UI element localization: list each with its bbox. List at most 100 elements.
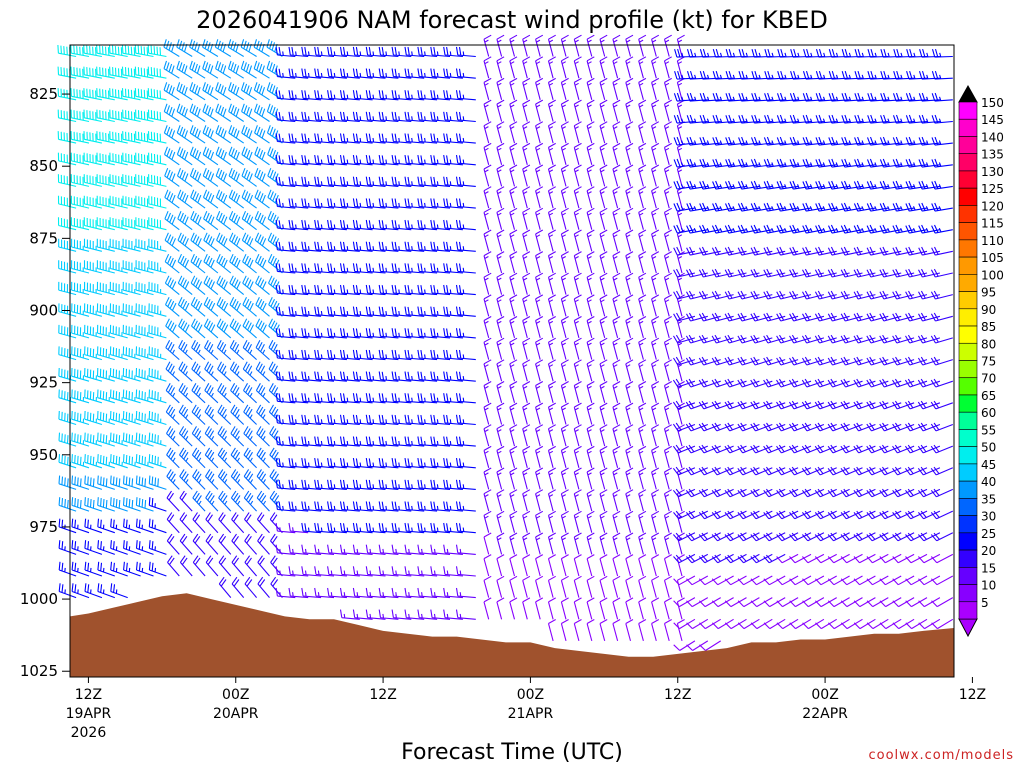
wind-barb bbox=[676, 34, 685, 57]
y-axis: 825 850 875 900 925 950 975 1000 1025 bbox=[20, 85, 70, 680]
wind-barb bbox=[417, 306, 438, 317]
wind-barb bbox=[339, 328, 360, 339]
wind-barb bbox=[483, 532, 492, 555]
wind-barb bbox=[801, 400, 825, 410]
wind-barb bbox=[314, 436, 335, 447]
wind-barb bbox=[676, 619, 685, 642]
wind-barb bbox=[352, 111, 373, 123]
wind-barb bbox=[179, 490, 193, 512]
wind-barb bbox=[699, 202, 721, 212]
wind-barb bbox=[663, 251, 672, 274]
wind-barb bbox=[496, 597, 505, 620]
wind-barb bbox=[121, 44, 141, 58]
wind-barb bbox=[177, 189, 193, 209]
wind-barb bbox=[122, 432, 141, 447]
wind-barb bbox=[586, 597, 595, 620]
wind-barb bbox=[430, 241, 451, 252]
colorbar-swatch bbox=[958, 291, 978, 310]
wind-barb bbox=[651, 337, 660, 360]
wind-barb bbox=[699, 92, 721, 102]
wind-barb bbox=[110, 475, 128, 490]
wind-barb bbox=[814, 532, 837, 542]
wind-barb bbox=[853, 224, 876, 234]
wind-barb bbox=[547, 424, 556, 447]
wind-barb bbox=[301, 587, 322, 599]
wind-barb bbox=[930, 356, 953, 366]
wind-barb bbox=[167, 555, 180, 577]
wind-barb bbox=[83, 131, 103, 144]
wind-barb bbox=[96, 152, 115, 166]
wind-barb bbox=[163, 82, 180, 101]
wind-barb bbox=[205, 533, 219, 555]
wind-barb bbox=[750, 224, 773, 234]
wind-barb bbox=[57, 217, 77, 231]
wind-barb bbox=[255, 275, 270, 296]
wind-barb bbox=[673, 180, 695, 190]
wind-barb bbox=[267, 210, 283, 231]
wind-barb bbox=[288, 458, 309, 469]
x-tick: 12Z bbox=[664, 677, 691, 703]
wind-barb bbox=[651, 142, 660, 165]
wind-barb bbox=[560, 294, 569, 317]
wind-barb bbox=[699, 48, 721, 58]
wind-barb bbox=[216, 297, 232, 317]
wind-barb bbox=[638, 554, 647, 577]
wind-barb bbox=[586, 424, 595, 447]
wind-barb bbox=[228, 232, 245, 252]
wind-barb bbox=[672, 378, 696, 388]
wind-barb bbox=[522, 272, 531, 295]
wind-barb bbox=[327, 176, 347, 187]
wind-barb bbox=[391, 90, 412, 101]
wind-barb bbox=[122, 389, 141, 404]
wind-barb bbox=[430, 393, 451, 404]
wind-barb bbox=[638, 77, 647, 100]
wind-barb bbox=[404, 566, 425, 577]
wind-barb bbox=[711, 224, 734, 234]
colorbar-label: 10 bbox=[981, 579, 996, 593]
wind-barb bbox=[243, 383, 257, 404]
wind-barb bbox=[301, 414, 322, 426]
x-tick-label: 12Z bbox=[664, 687, 691, 703]
wind-barb bbox=[256, 512, 270, 534]
wind-barb bbox=[560, 34, 569, 57]
wind-barb bbox=[147, 109, 167, 123]
wind-barb bbox=[404, 263, 425, 274]
wind-barb bbox=[930, 312, 953, 322]
wind-barb bbox=[122, 303, 141, 317]
colorbar-label: 65 bbox=[981, 389, 996, 403]
wind-barb bbox=[724, 180, 747, 190]
wind-barb bbox=[673, 356, 696, 366]
wind-barb bbox=[763, 180, 786, 190]
wind-barb bbox=[71, 583, 90, 599]
wind-barb bbox=[612, 316, 621, 339]
wind-barb bbox=[930, 378, 953, 388]
wind-barb bbox=[535, 467, 544, 490]
wind-barb bbox=[97, 454, 115, 469]
wind-barb bbox=[135, 303, 154, 317]
wind-barb bbox=[365, 458, 386, 469]
wind-barb bbox=[905, 553, 928, 564]
wind-barb bbox=[430, 90, 451, 101]
wind-barb bbox=[327, 458, 347, 469]
wind-barb bbox=[243, 426, 257, 447]
wind-barb bbox=[904, 466, 928, 476]
wind-barb bbox=[254, 125, 270, 144]
wind-barb bbox=[256, 447, 270, 469]
wind-barb bbox=[522, 489, 531, 512]
wind-barb bbox=[828, 224, 850, 234]
wind-barb bbox=[892, 488, 915, 498]
wind-barb bbox=[365, 111, 386, 123]
wind-barb bbox=[931, 70, 953, 80]
wind-barb bbox=[378, 263, 399, 274]
wind-barb bbox=[148, 346, 167, 361]
wind-barb bbox=[244, 576, 258, 598]
wind-barb bbox=[242, 253, 257, 274]
wind-barb bbox=[724, 400, 747, 410]
wind-barb bbox=[97, 497, 115, 512]
wind-barb bbox=[122, 367, 141, 382]
wind-barb bbox=[638, 381, 647, 403]
wind-barb bbox=[612, 489, 621, 512]
x-tick-year: 2026 bbox=[71, 725, 107, 741]
wind-barb bbox=[879, 136, 902, 146]
wind-barb bbox=[71, 475, 90, 490]
